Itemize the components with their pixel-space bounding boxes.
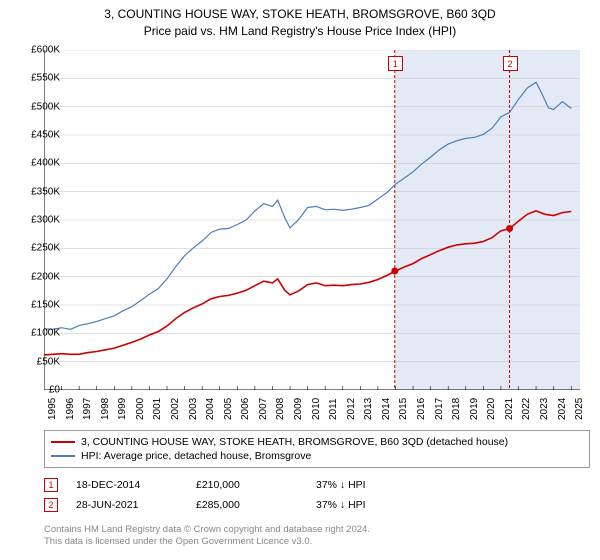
x-tick-label: 2015 [398,398,409,420]
legend-item: HPI: Average price, detached house, Brom… [51,449,583,463]
x-tick-label: 2006 [240,398,251,420]
chart-plot-area [44,50,580,390]
legend-swatch [51,441,75,443]
x-tick-label: 2005 [223,398,234,420]
x-tick-label: 2009 [293,398,304,420]
x-tick-label: 2007 [258,398,269,420]
title-subtitle: Price paid vs. HM Land Registry's House … [0,23,600,40]
x-tick-label: 2021 [504,398,515,420]
x-tick-label: 2011 [328,398,339,420]
x-tick-label: 2012 [346,398,357,420]
legend-label: HPI: Average price, detached house, Brom… [81,450,311,462]
x-tick-label: 2023 [539,398,550,420]
x-tick-label: 1998 [100,398,111,420]
x-tick-label: 2017 [434,398,445,420]
line-chart-svg [44,50,580,390]
x-tick-label: 1997 [82,398,93,420]
x-tick-label: 1999 [117,398,128,420]
x-tick-label: 2022 [521,398,532,420]
sale-date: 28-JUN-2021 [76,499,196,511]
y-tick-label: £100K [20,328,60,339]
sale-date: 18-DEC-2014 [76,479,196,491]
x-tick-label: 2025 [574,398,585,420]
x-tick-label: 1995 [47,398,58,420]
x-tick-label: 2013 [363,398,374,420]
sale-marker-box: 2 [44,498,58,512]
x-tick-label: 2010 [311,398,322,420]
y-tick-label: £450K [20,130,60,141]
x-tick-label: 2024 [557,398,568,420]
x-tick-label: 2018 [451,398,462,420]
x-tick-label: 2020 [486,398,497,420]
y-tick-label: £0 [20,385,60,396]
y-tick-label: £50K [20,356,60,367]
chart-title: 3, COUNTING HOUSE WAY, STOKE HEATH, BROM… [0,0,600,40]
y-tick-label: £500K [20,101,60,112]
y-tick-label: £550K [20,73,60,84]
x-tick-label: 2019 [469,398,480,420]
y-tick-label: £300K [20,215,60,226]
sale-diff: 37% ↓ HPI [316,499,576,511]
x-tick-label: 1996 [65,398,76,420]
sale-diff: 37% ↓ HPI [316,479,576,491]
x-tick-label: 2008 [275,398,286,420]
y-tick-label: £600K [20,45,60,56]
x-tick-label: 2001 [152,398,163,420]
sale-record-row: 1 18-DEC-2014 £210,000 37% ↓ HPI [44,478,576,492]
y-tick-label: £200K [20,271,60,282]
attribution-footer: Contains HM Land Registry data © Crown c… [44,524,370,549]
legend-swatch [51,455,75,457]
legend-label: 3, COUNTING HOUSE WAY, STOKE HEATH, BROM… [81,436,508,448]
sale-marker-box: 1 [44,478,58,492]
x-tick-label: 2000 [135,398,146,420]
legend: 3, COUNTING HOUSE WAY, STOKE HEATH, BROM… [44,430,590,468]
x-tick-label: 2002 [170,398,181,420]
sale-price: £285,000 [196,499,316,511]
y-tick-label: £400K [20,158,60,169]
legend-item: 3, COUNTING HOUSE WAY, STOKE HEATH, BROM… [51,435,583,449]
sale-record-row: 2 28-JUN-2021 £285,000 37% ↓ HPI [44,498,576,512]
y-tick-label: £150K [20,300,60,311]
x-tick-label: 2014 [381,398,392,420]
event-marker-label: 2 [503,56,518,71]
x-tick-label: 2016 [416,398,427,420]
y-tick-label: £250K [20,243,60,254]
sale-price: £210,000 [196,479,316,491]
y-tick-label: £350K [20,186,60,197]
footer-line: This data is licensed under the Open Gov… [44,536,370,548]
price-chart-card: 3, COUNTING HOUSE WAY, STOKE HEATH, BROM… [0,0,600,560]
x-tick-label: 2003 [188,398,199,420]
event-marker-label: 1 [388,56,403,71]
title-address: 3, COUNTING HOUSE WAY, STOKE HEATH, BROM… [0,6,600,23]
x-tick-label: 2004 [205,398,216,420]
footer-line: Contains HM Land Registry data © Crown c… [44,524,370,536]
